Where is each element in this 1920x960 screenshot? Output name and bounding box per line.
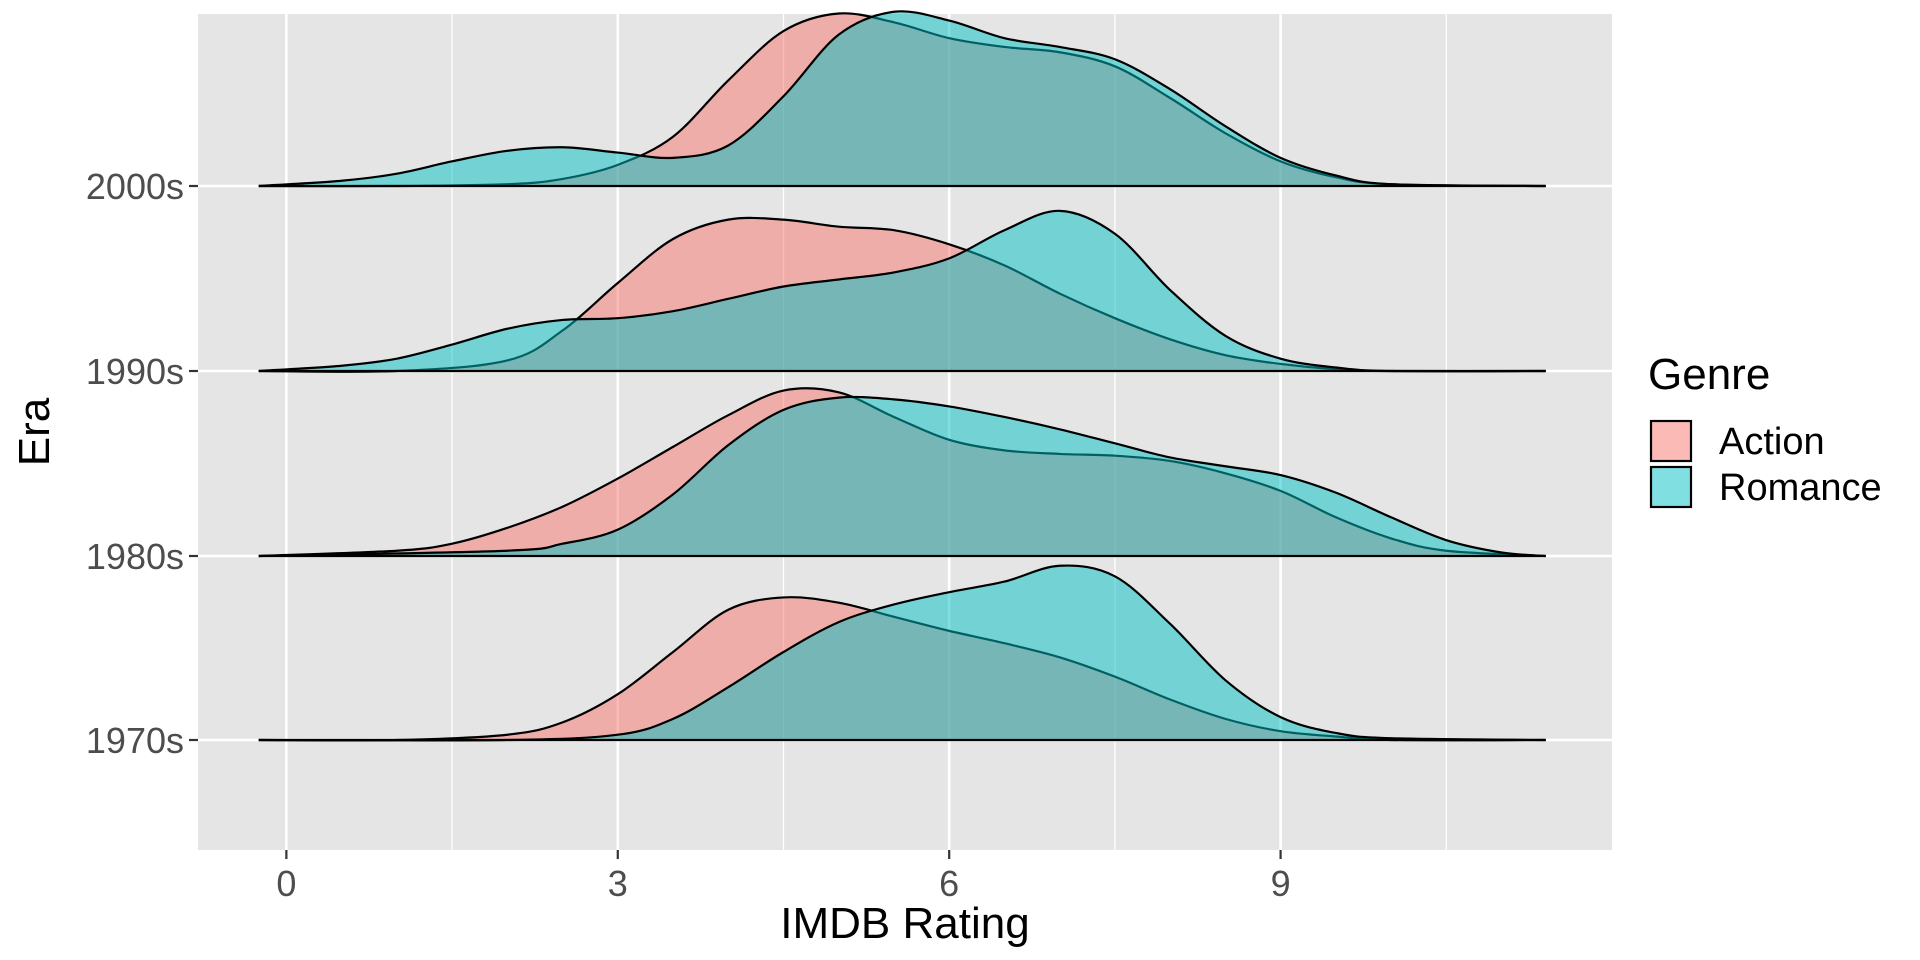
density-line-romance-1970s (258, 564, 1546, 742)
legend-label-romance: Romance (1719, 467, 1882, 509)
x-tick-label: 6 (939, 863, 959, 904)
x-axis-title: IMDB Rating (780, 899, 1029, 948)
ridge-1980s (258, 387, 1546, 558)
ridge-1990s (258, 209, 1546, 373)
x-tick-label: 3 (608, 863, 628, 904)
y-tick-label: 2000s (86, 166, 184, 207)
y-axis-title: Era (10, 397, 59, 466)
y-axis: 1970s 1980s 1990s 2000s (86, 166, 198, 761)
x-tick-label: 0 (276, 863, 296, 904)
density-ridges (258, 10, 1546, 742)
density-area-romance-1990s (258, 210, 1546, 372)
ridge-2000s (258, 10, 1546, 188)
x-axis: 0 3 6 9 (276, 850, 1291, 904)
density-line-romance-1980s (258, 395, 1546, 558)
legend-item-action: Action (1649, 419, 1825, 463)
y-tick-label: 1970s (86, 720, 184, 761)
legend-item-romance: Romance (1649, 465, 1882, 509)
density-area-romance-2000s (258, 11, 1546, 187)
legend-title: Genre (1648, 350, 1770, 399)
density-line-romance-2000s (258, 10, 1546, 188)
density-area-romance-1980s (258, 396, 1546, 556)
ridge-1970s (258, 564, 1546, 742)
density-area-romance-1970s (258, 565, 1546, 741)
y-tick-label: 1990s (86, 351, 184, 392)
density-line-romance-1990s (258, 209, 1546, 373)
legend-label-action: Action (1719, 421, 1825, 463)
y-tick-label: 1980s (86, 536, 184, 577)
x-tick-label: 9 (1271, 863, 1291, 904)
legend-swatch-action (1649, 419, 1693, 463)
legend-swatch-romance (1649, 465, 1693, 509)
